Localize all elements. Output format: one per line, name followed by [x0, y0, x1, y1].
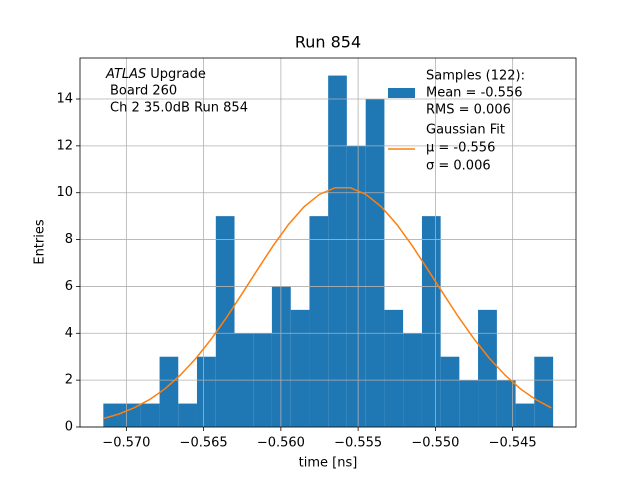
y-tick-label: 2: [65, 373, 73, 388]
annotation: Ch 2 35.0dB Run 854: [110, 101, 248, 116]
annotation-text: ATLAS: [105, 67, 146, 82]
bar: [384, 309, 404, 427]
x-tick-label: −0.550: [411, 436, 459, 451]
y-tick-label: 6: [65, 279, 73, 294]
annotation: Board 260: [110, 84, 177, 99]
legend-label: Samples (122):: [426, 69, 525, 84]
fit-line: [102, 187, 552, 420]
bar: [459, 380, 479, 427]
bar: [365, 99, 385, 427]
bar: [178, 403, 197, 427]
bar: [328, 75, 347, 428]
bar: [534, 356, 554, 427]
bar: [140, 403, 160, 427]
x-tick-label: −0.565: [180, 436, 228, 451]
bar: [159, 356, 179, 427]
x-tick-label: −0.570: [102, 436, 150, 451]
x-axis-label: time [ns]: [299, 456, 358, 471]
bar: [421, 216, 441, 427]
x-tick-label: −0.545: [489, 436, 537, 451]
bar: [271, 286, 291, 427]
y-tick-label: 14: [56, 92, 73, 107]
y-tick-label: 4: [65, 326, 73, 341]
annotation: ATLAS Upgrade: [105, 67, 206, 82]
bar: [215, 216, 235, 427]
bar: [122, 403, 141, 427]
bar: [196, 356, 216, 427]
legend-label: μ = -0.556: [426, 141, 495, 156]
legend-label: RMS = 0.006: [426, 103, 511, 118]
y-tick-label: 0: [65, 420, 73, 435]
y-tick-label: 8: [65, 232, 73, 247]
bar: [478, 309, 497, 427]
bar: [309, 216, 329, 427]
annotation-text: Upgrade: [150, 67, 206, 82]
x-tick-label: −0.555: [334, 436, 382, 451]
y-tick-label: 12: [56, 138, 73, 153]
plot-frame: [79, 57, 577, 428]
bar: [496, 380, 516, 427]
chart-title: Run 854: [295, 33, 361, 52]
legend-label: Gaussian Fit: [426, 123, 505, 138]
legend-label: Mean = -0.556: [426, 86, 522, 101]
x-tick-label: −0.560: [257, 436, 305, 451]
legend-swatch: [388, 88, 415, 98]
bar: [440, 356, 460, 427]
y-tick-label: 10: [56, 185, 73, 200]
bar: [290, 309, 310, 427]
bar: [515, 403, 535, 427]
legend-label: σ = 0.006: [426, 159, 491, 174]
y-axis-label: Entries: [33, 219, 48, 265]
